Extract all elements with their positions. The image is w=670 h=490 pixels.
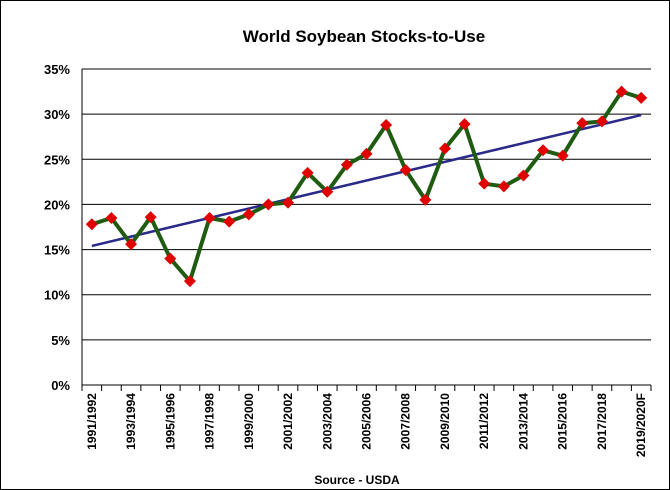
data-point bbox=[105, 211, 118, 224]
x-tick-label: 2005/2006 bbox=[360, 393, 374, 450]
data-point bbox=[223, 215, 236, 228]
x-tick-label: 1997/1998 bbox=[203, 393, 217, 450]
data-point bbox=[399, 164, 412, 177]
y-tick-label: 5% bbox=[51, 333, 70, 348]
x-tick-label: 1993/1994 bbox=[124, 393, 138, 450]
x-tick-label: 2017/2018 bbox=[595, 393, 609, 450]
y-tick-label: 10% bbox=[44, 288, 70, 303]
y-tick-label: 15% bbox=[44, 243, 70, 258]
data-point bbox=[478, 177, 491, 190]
data-point bbox=[164, 252, 177, 265]
x-axis bbox=[81, 69, 652, 391]
data-point bbox=[203, 211, 216, 224]
chart-title: World Soybean Stocks-to-Use bbox=[243, 27, 485, 46]
data-point bbox=[282, 196, 295, 209]
data-point bbox=[595, 115, 608, 128]
data-point bbox=[321, 185, 334, 198]
trend-line-group bbox=[91, 113, 642, 248]
data-point bbox=[242, 208, 255, 221]
data-point bbox=[340, 158, 353, 171]
data-point bbox=[360, 147, 373, 160]
data-point bbox=[497, 180, 510, 193]
data-point bbox=[615, 85, 628, 98]
data-point bbox=[517, 169, 530, 182]
x-tick-label: 1999/2000 bbox=[242, 393, 256, 450]
data-point bbox=[144, 211, 157, 224]
data-point bbox=[183, 275, 196, 288]
data-point bbox=[556, 149, 569, 162]
data-point bbox=[301, 166, 314, 179]
x-tick-label: 2009/2010 bbox=[438, 393, 452, 450]
y-tick-label: 25% bbox=[44, 152, 70, 167]
series-line bbox=[91, 89, 642, 284]
x-tick-label: 1991/1992 bbox=[85, 393, 99, 450]
data-point bbox=[125, 238, 138, 251]
data-point bbox=[262, 198, 275, 211]
data-point bbox=[537, 144, 550, 157]
x-tick-label: 2003/2004 bbox=[320, 393, 334, 450]
x-tick-label: 2001/2002 bbox=[281, 393, 295, 450]
data-point bbox=[458, 118, 471, 131]
data-point bbox=[576, 117, 589, 130]
x-tick-label: 2019/2020F bbox=[634, 393, 648, 457]
x-tick-label: 1995/1996 bbox=[163, 393, 177, 450]
trend-line bbox=[91, 113, 642, 248]
data-point bbox=[380, 118, 393, 131]
x-tick-label: 2011/2012 bbox=[477, 393, 491, 449]
y-tick-label: 0% bbox=[51, 378, 70, 393]
y-tick-label: 30% bbox=[44, 107, 70, 122]
x-axis-label: Source - USDA bbox=[314, 473, 400, 487]
x-tick-label: 2013/2014 bbox=[516, 393, 530, 450]
y-tick-labels: 0% 5% 10% 15% 20% 25% 30% 35% bbox=[44, 62, 70, 393]
series-group bbox=[85, 85, 648, 288]
x-tick-label: 2007/2008 bbox=[399, 393, 413, 450]
data-point bbox=[635, 91, 648, 104]
data-point bbox=[85, 218, 98, 231]
data-point bbox=[438, 142, 451, 155]
data-point bbox=[419, 193, 432, 206]
y-tick-label: 20% bbox=[44, 197, 70, 212]
y-tick-label: 35% bbox=[44, 62, 70, 77]
x-tick-label: 2015/2016 bbox=[556, 393, 570, 450]
x-tick-labels: 1991/1992 1993/1994 1995/1996 1997/1998 1999… bbox=[85, 393, 648, 457]
